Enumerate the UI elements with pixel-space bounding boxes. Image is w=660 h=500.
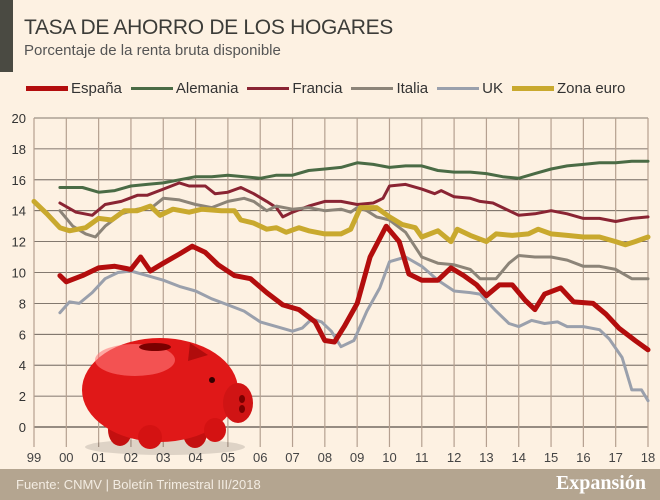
y-tick-label: 20 xyxy=(12,111,26,126)
y-tick-label: 6 xyxy=(19,327,26,342)
x-tick-label: 03 xyxy=(156,450,170,465)
x-tick-label: 10 xyxy=(382,450,396,465)
legend-item: UK xyxy=(437,80,503,97)
chart-title: TASA DE AHORRO DE LOS HOGARES xyxy=(24,16,394,39)
y-tick-label: 10 xyxy=(12,266,26,281)
source-note: Fuente: CNMV | Boletín Trimestral III/20… xyxy=(16,477,261,492)
x-tick-label: 12 xyxy=(447,450,461,465)
x-tick-label: 05 xyxy=(221,450,235,465)
legend-item: Zona euro xyxy=(511,80,626,97)
legend-label: Francia xyxy=(292,80,343,97)
brand-logo: Expansión xyxy=(555,472,646,494)
series-line-zona-euro xyxy=(31,198,651,248)
chart-subtitle: Porcentaje de la renta bruta disponible xyxy=(24,42,281,59)
x-tick-label: 09 xyxy=(350,450,364,465)
pig-nostril xyxy=(239,405,245,413)
x-tick-label: 00 xyxy=(59,450,73,465)
series-line-uk xyxy=(58,255,650,403)
legend-label: Zona euro xyxy=(556,80,626,97)
y-tick-label: 2 xyxy=(19,389,26,404)
y-tick-label: 0 xyxy=(19,420,26,435)
x-tick-label: 02 xyxy=(124,450,138,465)
y-tick-label: 8 xyxy=(19,296,26,311)
pig-snout xyxy=(223,383,253,423)
pig-ear xyxy=(188,343,208,361)
x-tick-label: 07 xyxy=(285,450,299,465)
legend-label: Alemania xyxy=(175,80,239,97)
legend-label: UK xyxy=(482,80,503,97)
x-tick-label: 15 xyxy=(544,450,558,465)
legend-item: Italia xyxy=(351,80,428,97)
legend-swatch xyxy=(511,86,554,91)
legend-swatch xyxy=(26,86,68,91)
footer: Fuente: CNMV | Boletín Trimestral III/20… xyxy=(0,469,660,500)
legend-label: Italia xyxy=(396,80,429,97)
x-tick-label: 11 xyxy=(415,450,429,465)
legend-label: España xyxy=(71,80,122,97)
legend: España Alemania Francia Italia UK Zona euro xyxy=(26,80,634,97)
x-tick-label: 06 xyxy=(253,450,267,465)
x-tick-label: 99 xyxy=(27,450,41,465)
x-tick-label: 08 xyxy=(318,450,332,465)
pig-coin-slot xyxy=(139,343,171,351)
legend-item: España xyxy=(26,80,122,97)
series-lines xyxy=(31,159,651,403)
y-tick-label: 4 xyxy=(19,358,26,373)
legend-swatch xyxy=(130,87,173,90)
pig-eye xyxy=(209,377,215,383)
legend-item: Francia xyxy=(247,80,342,97)
y-tick-label: 12 xyxy=(12,235,26,250)
y-tick-label: 18 xyxy=(12,142,26,157)
pig-leg xyxy=(138,425,162,449)
title-accent-bar xyxy=(0,0,13,72)
pig-nostril xyxy=(239,395,245,403)
legend-swatch xyxy=(351,87,394,90)
y-tick-label: 14 xyxy=(12,204,26,219)
legend-swatch xyxy=(437,87,480,90)
x-tick-label: 14 xyxy=(512,450,526,465)
x-tick-label: 18 xyxy=(641,450,655,465)
y-tick-label: 16 xyxy=(12,173,26,188)
x-tick-label: 16 xyxy=(576,450,590,465)
x-tick-label: 13 xyxy=(479,450,493,465)
pig-leg xyxy=(204,418,226,442)
series-line-españa xyxy=(57,223,651,353)
piggy-bank-illustration xyxy=(82,338,253,455)
legend-swatch xyxy=(247,87,290,90)
pig-highlight xyxy=(95,344,175,376)
x-tick-label: 17 xyxy=(608,450,622,465)
x-tick-label: 04 xyxy=(188,450,202,465)
series-line-francia xyxy=(58,181,650,223)
x-tick-label: 01 xyxy=(91,450,105,465)
legend-item: Alemania xyxy=(130,80,239,97)
series-line-alemania xyxy=(58,159,650,194)
